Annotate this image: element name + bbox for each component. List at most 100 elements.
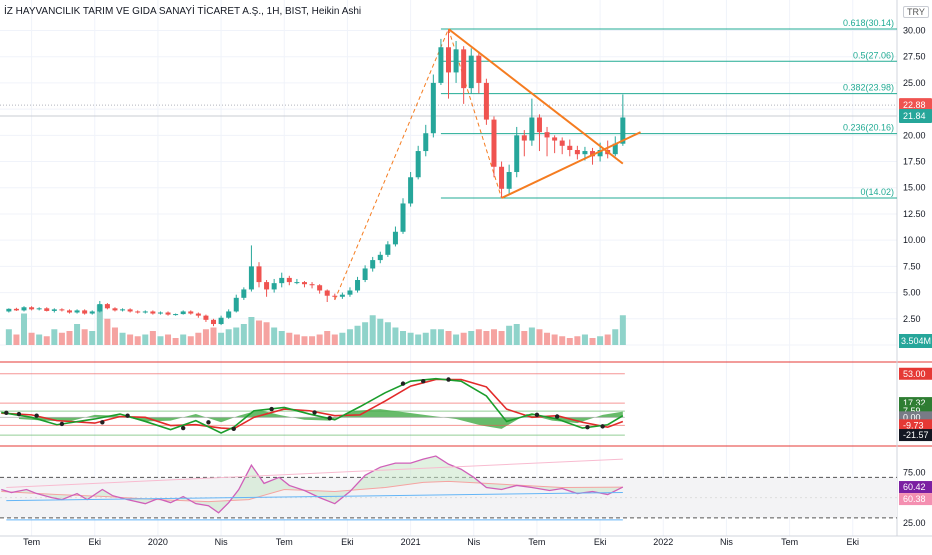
candle-body: [264, 282, 270, 290]
volume-bar: [384, 322, 391, 345]
volume-bar: [66, 331, 73, 345]
time-axis-label: Tem: [276, 537, 293, 547]
candle-body: [211, 319, 217, 325]
candle-body: [104, 304, 110, 309]
volume-bar: [134, 336, 141, 345]
volume-bar: [248, 317, 255, 345]
volume-bar: [104, 318, 111, 345]
volume-bar: [195, 332, 202, 345]
candle-body: [392, 231, 398, 245]
candle-body: [74, 310, 80, 313]
candle-body: [294, 282, 300, 284]
volume-bar: [187, 336, 194, 345]
volume-bar: [111, 327, 118, 345]
prev-close-badge-bg: [899, 109, 932, 124]
last-price-badge: 22.88: [903, 100, 926, 110]
macd-cross-dot: [269, 406, 274, 412]
candle-body: [29, 307, 35, 310]
candle-body: [279, 277, 285, 284]
volume-bar: [536, 329, 543, 345]
macd-axis-label: 53.00: [903, 369, 926, 379]
volume-bar: [612, 329, 619, 345]
candle-body: [612, 143, 618, 155]
price-tick-label: 7.50: [903, 261, 921, 271]
candle-body: [120, 309, 126, 311]
candle-body: [438, 47, 444, 83]
macd-cross-dot: [16, 411, 22, 417]
volume-bar: [490, 329, 497, 345]
price-tick-label: 5.00: [903, 288, 921, 298]
macd-cross-dot: [600, 424, 605, 429]
volume-bar: [21, 313, 28, 345]
candle-body: [309, 284, 315, 286]
rsi-ma-badge-bg: [899, 493, 932, 506]
volume-bar: [36, 334, 43, 345]
candle-body: [430, 82, 436, 134]
trend-line: [447, 28, 624, 165]
fib-level-label: 0.618(30.14): [843, 18, 894, 28]
rsi-ma-line: [1, 480, 623, 503]
volume-bar: [225, 329, 232, 345]
volume-bar: [81, 329, 88, 345]
candle-body: [536, 117, 542, 133]
candle-body: [150, 311, 156, 314]
price-tick-label: 2.50: [903, 314, 921, 324]
volume-bar: [483, 331, 490, 345]
candle-body: [491, 119, 497, 167]
candle-body: [180, 311, 186, 315]
macd-cross-dot: [400, 381, 406, 386]
volume-bar: [286, 332, 293, 345]
candle-body: [597, 150, 603, 157]
volume-bar: [5, 329, 12, 345]
candle-body: [317, 285, 323, 291]
candle-body: [241, 289, 247, 298]
currency-badge[interactable]: TRY: [903, 6, 929, 18]
volume-bar: [210, 327, 217, 345]
volume-bar: [369, 315, 376, 345]
time-axis-label: Eki: [88, 537, 101, 547]
volume-bar: [28, 332, 35, 345]
volume-bar: [528, 327, 535, 345]
volume-bar: [96, 304, 103, 345]
volume-bar: [415, 334, 422, 345]
candle-body: [226, 311, 232, 318]
candle-body: [301, 282, 307, 285]
volume-badge-bg: [899, 334, 932, 348]
macd-axis-label: 7.59: [903, 406, 921, 416]
volume-bar: [278, 331, 285, 345]
candle-body: [567, 145, 573, 150]
macd-cross-dot: [34, 413, 39, 418]
macd-cross-dot: [59, 421, 65, 427]
candle-body: [453, 49, 459, 73]
volume-bar: [521, 331, 528, 345]
candle-body: [218, 317, 224, 325]
candle-body: [514, 135, 520, 173]
time-axis-label: 2021: [401, 537, 421, 547]
price-tick-label: 17.50: [903, 157, 926, 167]
price-tick-label: 27.50: [903, 52, 926, 62]
fib-level-label: 0(14.02): [860, 187, 894, 197]
candle-body: [446, 47, 451, 73]
candle-body: [157, 312, 163, 314]
volume-bar: [218, 332, 225, 345]
volume-bar: [506, 325, 513, 345]
candle-body: [51, 309, 57, 311]
candle-body: [476, 55, 482, 83]
candle-body: [559, 140, 565, 146]
macd-axis-label: 0.00: [903, 412, 921, 422]
time-axis-label: Eki: [341, 537, 354, 547]
candle-body: [408, 177, 414, 204]
volume-bar: [619, 315, 626, 345]
volume-bar: [377, 318, 384, 345]
macd-cross-dot: [534, 412, 540, 418]
candle-body: [499, 166, 505, 189]
volume-bar: [263, 322, 270, 345]
volume-bar: [74, 324, 81, 345]
volume-bar: [324, 331, 331, 345]
rsi-line: [1, 455, 624, 514]
volume-bar: [551, 334, 558, 345]
candle-body: [582, 151, 588, 155]
candle-body: [142, 311, 148, 313]
